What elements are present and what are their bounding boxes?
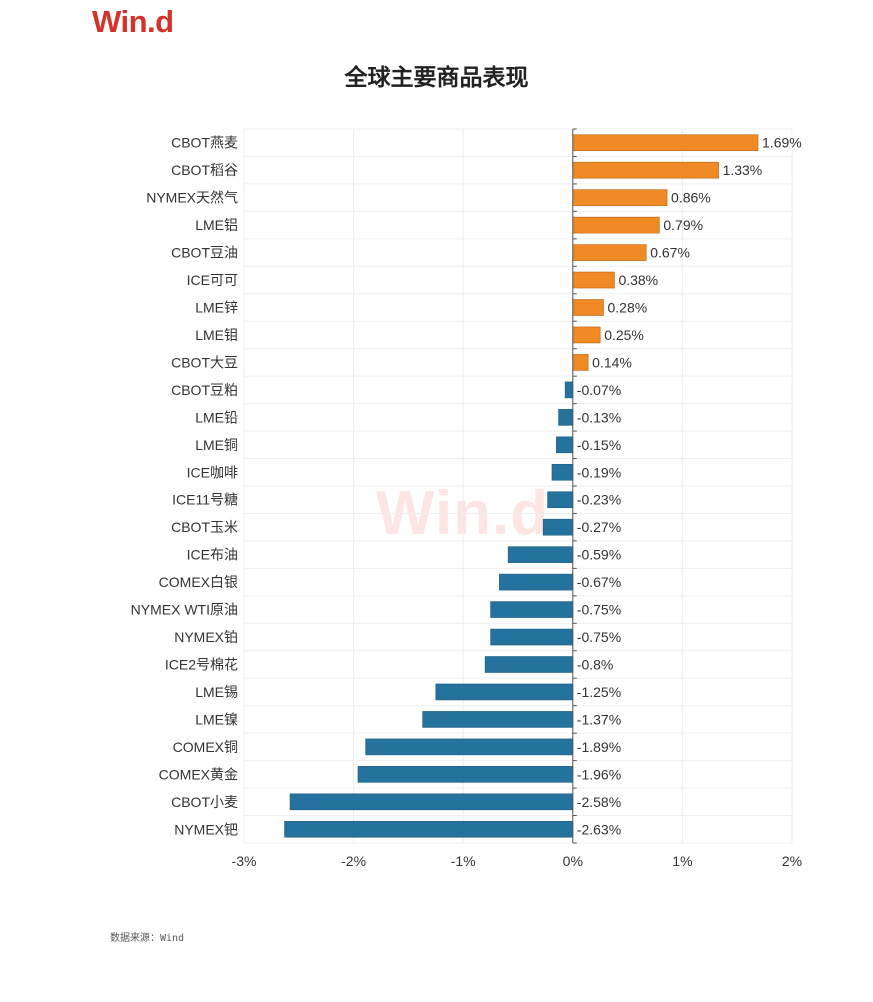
- data-label: -2.58%: [577, 794, 621, 810]
- data-label: 0.38%: [618, 272, 658, 288]
- data-label: -1.96%: [577, 766, 621, 782]
- data-label: -0.15%: [577, 437, 621, 453]
- data-label: -0.59%: [577, 547, 621, 563]
- bar: [572, 299, 604, 316]
- wind-logo: Win.d: [92, 4, 174, 39]
- bar: [572, 354, 589, 371]
- x-tick-label: 2%: [782, 853, 802, 869]
- data-label: -0.27%: [577, 519, 621, 535]
- bar: [564, 381, 574, 399]
- data-label: 0.86%: [671, 190, 711, 206]
- data-source-note: 数据来源：Wind: [110, 933, 185, 944]
- category-label: COMEX黄金: [159, 766, 238, 782]
- bar: [572, 244, 647, 261]
- data-label: -1.37%: [577, 711, 621, 727]
- data-label: 0.28%: [607, 300, 647, 316]
- data-label: -0.23%: [577, 492, 621, 508]
- bar: [572, 271, 615, 289]
- bar: [572, 216, 660, 234]
- bar: [357, 766, 574, 783]
- category-label: CBOT稻谷: [171, 162, 238, 178]
- data-label: -2.63%: [577, 821, 621, 837]
- category-label: LME镍: [195, 711, 238, 727]
- category-label: ICE布油: [187, 547, 238, 563]
- bar: [490, 628, 574, 646]
- data-label: 0.67%: [650, 245, 690, 261]
- bar: [484, 656, 574, 673]
- category-label: LME铅: [195, 409, 238, 425]
- bar: [551, 463, 574, 481]
- bar: [558, 409, 574, 426]
- data-label: -0.8%: [577, 657, 614, 673]
- bar: [507, 546, 574, 563]
- category-label: NYMEX WTI原油: [131, 602, 238, 618]
- category-label: CBOT豆粕: [171, 382, 238, 398]
- bar: [365, 738, 574, 756]
- bar: [547, 491, 574, 509]
- data-label: -1.89%: [577, 739, 621, 755]
- bar: [435, 683, 574, 701]
- category-label: LME铜: [195, 437, 238, 453]
- bar: [499, 573, 574, 591]
- bar: [556, 436, 574, 454]
- category-label: COMEX铜: [173, 739, 238, 755]
- data-label: 1.33%: [723, 162, 763, 178]
- category-label: COMEX白银: [159, 574, 238, 590]
- bar: [572, 189, 668, 206]
- data-label: -0.13%: [577, 409, 621, 425]
- data-label: -0.75%: [577, 602, 621, 618]
- category-label: CBOT玉米: [171, 519, 238, 535]
- chart-title: 全球主要商品表现: [344, 65, 529, 91]
- bar: [572, 161, 719, 179]
- category-label: LME铝: [195, 217, 238, 233]
- bar: [542, 518, 574, 536]
- bar: [572, 134, 759, 152]
- category-label: LME钼: [195, 327, 238, 343]
- category-label: LME锌: [195, 300, 238, 316]
- bar: [284, 820, 574, 838]
- data-label: 0.14%: [592, 354, 632, 370]
- category-label: ICE咖啡: [187, 464, 238, 480]
- data-label: -0.67%: [577, 574, 621, 590]
- bar: [572, 326, 601, 344]
- bar: [490, 601, 574, 618]
- data-label: -0.19%: [577, 464, 621, 480]
- category-label: ICE2号棉花: [165, 657, 238, 673]
- data-label: 1.69%: [762, 135, 802, 151]
- category-label: NYMEX钯: [174, 821, 238, 837]
- x-tick-label: 0%: [563, 853, 583, 869]
- category-label: ICE11号糖: [172, 492, 238, 508]
- data-label: -0.75%: [577, 629, 621, 645]
- category-label: CBOT小麦: [171, 794, 238, 810]
- category-label: CBOT大豆: [171, 354, 238, 370]
- category-label: CBOT燕麦: [171, 135, 238, 151]
- data-label: -1.25%: [577, 684, 621, 700]
- category-label: CBOT豆油: [171, 245, 238, 261]
- bar: [289, 793, 574, 811]
- category-label: LME锡: [195, 684, 238, 700]
- x-tick-label: -3%: [232, 853, 257, 869]
- x-tick-label: 1%: [672, 853, 692, 869]
- x-tick-label: -2%: [341, 853, 366, 869]
- category-label: NYMEX天然气: [146, 190, 238, 206]
- x-tick-label: -1%: [451, 853, 476, 869]
- data-label: -0.07%: [577, 382, 621, 398]
- data-label: 0.79%: [663, 217, 703, 233]
- category-label: ICE可可: [187, 272, 238, 288]
- category-label: NYMEX铂: [174, 629, 238, 645]
- bar: [422, 711, 574, 728]
- data-label: 0.25%: [604, 327, 644, 343]
